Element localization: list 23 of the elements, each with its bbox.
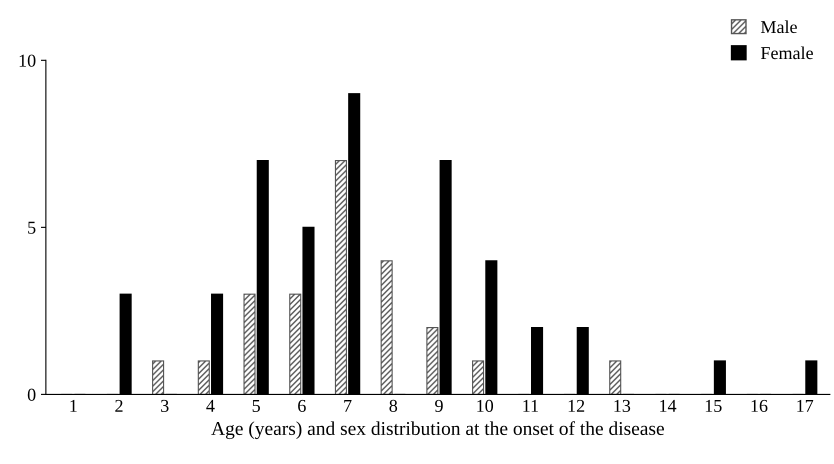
x-tick-label: 5 (252, 400, 260, 412)
legend-label: Female (760, 46, 813, 60)
x-tick-label: 8 (389, 400, 398, 412)
y-tick-label: 5 (28, 222, 36, 234)
x-tick-label: 11 (523, 400, 538, 412)
x-axis-title: Age (years) and sex distribution at the onset of the disease (211, 421, 664, 440)
x-tick-label: 2 (115, 400, 123, 412)
y-tick-label: 0 (28, 388, 36, 401)
x-tick-label: 14 (660, 400, 676, 412)
x-tick-label: 17 (797, 400, 814, 412)
x-tick-label: 6 (298, 400, 306, 412)
x-tick-label: 7 (344, 400, 352, 412)
y-tick-label: 10 (20, 54, 36, 67)
x-tick-label: 3 (161, 400, 169, 412)
x-tick-label: 9 (435, 400, 443, 412)
x-tick-label: 12 (568, 400, 584, 412)
x-tick-label: 10 (477, 400, 494, 412)
x-tick-label: 1 (70, 400, 77, 412)
x-tick-label: 15 (706, 400, 722, 412)
x-tick-label: 13 (614, 400, 630, 412)
legend-label: Male (760, 20, 797, 34)
x-tick-label: 4 (206, 400, 215, 412)
x-tick-label: 16 (752, 400, 768, 412)
